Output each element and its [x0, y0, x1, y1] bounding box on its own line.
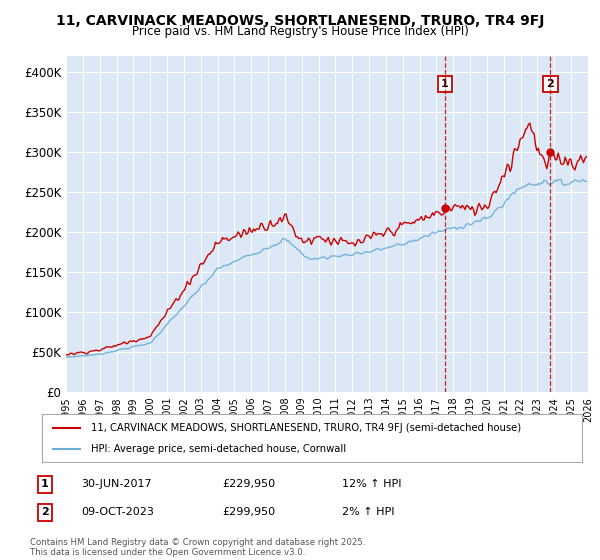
Text: £299,950: £299,950: [222, 507, 275, 517]
Text: Contains HM Land Registry data © Crown copyright and database right 2025.
This d: Contains HM Land Registry data © Crown c…: [30, 538, 365, 557]
Text: 2: 2: [41, 507, 49, 517]
Text: HPI: Average price, semi-detached house, Cornwall: HPI: Average price, semi-detached house,…: [91, 444, 346, 454]
Text: 1: 1: [441, 79, 449, 89]
Text: 2% ↑ HPI: 2% ↑ HPI: [342, 507, 395, 517]
Text: 09-OCT-2023: 09-OCT-2023: [81, 507, 154, 517]
Text: 30-JUN-2017: 30-JUN-2017: [81, 479, 152, 489]
Text: 11, CARVINACK MEADOWS, SHORTLANESEND, TRURO, TR4 9FJ: 11, CARVINACK MEADOWS, SHORTLANESEND, TR…: [56, 14, 544, 28]
Text: Price paid vs. HM Land Registry's House Price Index (HPI): Price paid vs. HM Land Registry's House …: [131, 25, 469, 38]
Text: £229,950: £229,950: [222, 479, 275, 489]
Text: 2: 2: [547, 79, 554, 89]
Text: 12% ↑ HPI: 12% ↑ HPI: [342, 479, 401, 489]
Text: 11, CARVINACK MEADOWS, SHORTLANESEND, TRURO, TR4 9FJ (semi-detached house): 11, CARVINACK MEADOWS, SHORTLANESEND, TR…: [91, 423, 521, 433]
Text: 1: 1: [41, 479, 49, 489]
